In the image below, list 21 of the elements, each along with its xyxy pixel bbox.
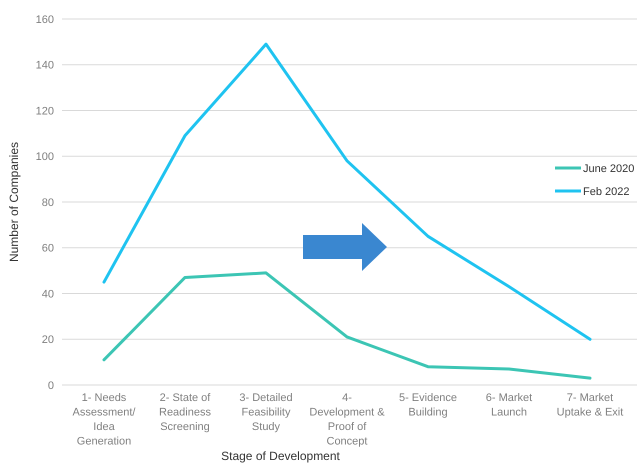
y-tick-label: 100: [36, 151, 54, 164]
y-tick-label: 0: [48, 380, 54, 392]
y-tick-label: 40: [42, 288, 54, 300]
y-tick-label: 60: [42, 242, 54, 255]
x-tick-label: 1- Needs Assessment/ Idea Generation: [72, 392, 136, 448]
y-axis-title: Number of Companies: [7, 142, 21, 262]
y-tick-label: 140: [36, 60, 54, 72]
x-tick-label: 7- Market Uptake & Exit: [556, 392, 624, 418]
legend-label: Feb 2022: [583, 186, 630, 198]
x-tick-label: 4- Development & Proof of Concept: [309, 392, 386, 448]
x-tick-label: 6- Market Launch: [486, 392, 532, 418]
x-tick-label: 2- State of Readiness Screening: [159, 392, 212, 433]
x-tick-label: 3- Detailed Feasibility Study: [239, 392, 293, 433]
x-tick-label: 5- Evidence Building: [398, 392, 458, 418]
y-tick-label: 160: [36, 14, 54, 26]
y-tick-label: 80: [42, 196, 54, 209]
y-tick-label: 120: [36, 105, 54, 118]
x-axis-title: Stage of Development: [221, 449, 341, 463]
y-tick-label: 20: [42, 334, 54, 346]
line-series: [102, 271, 592, 380]
legend-label: June 2020: [583, 162, 634, 175]
